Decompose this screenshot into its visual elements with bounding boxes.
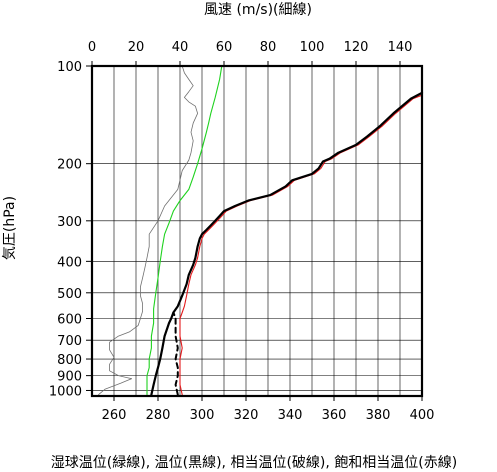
y-tick-label: 100: [57, 60, 82, 75]
series-line-wind-speed: [98, 65, 198, 395]
x-top-tick-label: 100: [300, 40, 325, 55]
x-top-tick-label: 20: [128, 40, 145, 55]
x-bottom-tick-label: 280: [146, 408, 171, 423]
plot-frame: [90, 64, 424, 398]
x-top-tick-label: 40: [172, 40, 189, 55]
x-bottom-tick-label: 400: [410, 408, 435, 423]
y-tick-label: 900: [57, 370, 82, 385]
y-tick-label: 800: [57, 353, 82, 368]
x-bottom-tick-label: 320: [234, 408, 259, 423]
y-tick-label: 1000: [49, 384, 82, 399]
y-tick-label: 700: [57, 334, 82, 349]
grid: [92, 66, 422, 396]
x-bottom-tick-label: 360: [322, 408, 347, 423]
top-axis-title: 風速 (m/s)(細線): [204, 2, 312, 18]
y-tick-label: 200: [57, 158, 82, 173]
x-top-tick-label: 140: [388, 40, 413, 55]
x-bottom-tick-label: 300: [190, 408, 215, 423]
x-top-tick-label: 120: [344, 40, 369, 55]
x-axis-title: 湿球温位(緑線), 温位(黒線), 相当温位(破線), 飽和相当温位(赤線): [51, 454, 457, 471]
x-bottom-tick-label: 380: [366, 408, 391, 423]
series-line-potential-temperature: [150, 91, 424, 396]
y-tick-label: 400: [57, 255, 82, 270]
x-bottom-tick-label: 260: [102, 408, 127, 423]
series-line-wet-bulb-potential-temperature: [146, 65, 223, 396]
x-bottom-tick-label: 340: [278, 408, 303, 423]
series-line-equivalent-potential-temperature: [172, 311, 179, 396]
y-tick-label: 300: [57, 215, 82, 230]
x-top-tick-label: 60: [216, 40, 233, 55]
y-tick-label: 600: [57, 312, 82, 327]
y-axis-title: 気圧(hPa): [2, 196, 18, 260]
x-top-tick-label: 0: [88, 40, 96, 55]
y-tick-label: 500: [57, 287, 82, 302]
series-line-saturated-equivalent-potential-temperature: [179, 94, 423, 396]
x-top-tick-label: 80: [260, 40, 277, 55]
plot-lines: [98, 65, 424, 396]
